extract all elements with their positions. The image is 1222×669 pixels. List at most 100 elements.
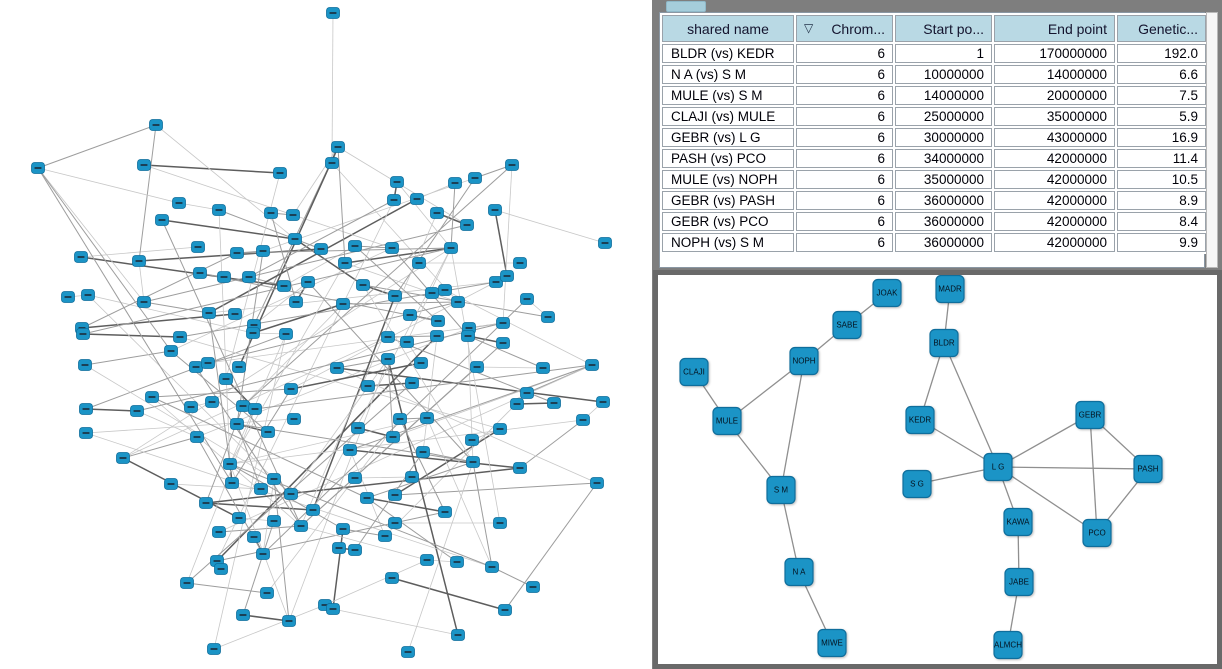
detail-node-shape[interactable] (832, 310, 862, 340)
overview-node[interactable] (416, 446, 430, 458)
detail-node-JABE[interactable]: JABE (1004, 567, 1034, 597)
overview-node[interactable] (173, 331, 187, 343)
overview-node[interactable] (451, 296, 465, 308)
overview-node[interactable] (496, 337, 510, 349)
overview-node[interactable] (289, 296, 303, 308)
overview-node[interactable] (510, 398, 524, 410)
detail-node-shape[interactable] (872, 278, 902, 308)
overview-node[interactable] (223, 458, 237, 470)
overview-node[interactable] (405, 471, 419, 483)
detail-edge-L G-GEBR[interactable] (997, 414, 1091, 468)
overview-node[interactable] (414, 357, 428, 369)
overview-node[interactable] (288, 233, 302, 245)
overview-node[interactable] (172, 197, 186, 209)
overview-node[interactable] (386, 431, 400, 443)
overview-node[interactable] (500, 270, 514, 282)
overview-node[interactable] (470, 361, 484, 373)
overview-node[interactable] (451, 629, 465, 641)
overview-node[interactable] (190, 431, 204, 443)
overview-node[interactable] (286, 209, 300, 221)
overview-node[interactable] (444, 242, 458, 254)
table-row[interactable]: GEBR (vs) PCO 6 36000000 42000000 8.4 (662, 212, 1206, 231)
overview-node[interactable] (387, 194, 401, 206)
overview-node[interactable] (488, 204, 502, 216)
detail-node-shape[interactable] (983, 452, 1013, 482)
overview-node[interactable] (164, 478, 178, 490)
overview-node[interactable] (287, 413, 301, 425)
detail-edge-BLDR-L G[interactable] (943, 342, 999, 468)
overview-network-panel[interactable] (0, 0, 652, 669)
overview-node[interactable] (361, 380, 375, 392)
overview-node[interactable] (232, 361, 246, 373)
overview-node[interactable] (78, 359, 92, 371)
overview-node[interactable] (332, 542, 346, 554)
overview-node[interactable] (348, 544, 362, 556)
overview-node[interactable] (256, 548, 270, 560)
overview-node[interactable] (576, 414, 590, 426)
overview-node[interactable] (405, 377, 419, 389)
overview-node[interactable] (331, 141, 345, 153)
overview-node[interactable] (219, 373, 233, 385)
detail-node-N A[interactable]: N A (784, 557, 814, 587)
overview-node[interactable] (378, 530, 392, 542)
overview-node[interactable] (254, 483, 268, 495)
table-scrollbar[interactable] (1206, 12, 1218, 268)
overview-node[interactable] (513, 462, 527, 474)
overview-node[interactable] (590, 477, 604, 489)
overview-node[interactable] (388, 290, 402, 302)
overview-node[interactable] (225, 477, 239, 489)
column-header-4[interactable]: Genetic... (1117, 15, 1206, 42)
column-header-1[interactable]: ▽ Chrom... (796, 15, 893, 42)
table-row[interactable]: BLDR (vs) KEDR 6 1 170000000 192.0 (662, 44, 1206, 63)
detail-node-SABE[interactable]: SABE (832, 310, 862, 340)
overview-node[interactable] (336, 298, 350, 310)
table-row[interactable]: NOPH (vs) S M 6 36000000 42000000 9.9 (662, 233, 1206, 252)
detail-edge-GEBR-PCO[interactable] (1089, 414, 1098, 534)
detail-node-shape[interactable] (935, 275, 965, 304)
detail-node-shape[interactable] (1133, 454, 1163, 484)
overview-node[interactable] (351, 422, 365, 434)
overview-node[interactable] (212, 526, 226, 538)
overview-node[interactable] (279, 328, 293, 340)
overview-node[interactable] (541, 311, 555, 323)
table-row[interactable]: CLAJI (vs) MULE 6 25000000 35000000 5.9 (662, 107, 1206, 126)
table-row[interactable]: PASH (vs) PCO 6 34000000 42000000 11.4 (662, 149, 1206, 168)
overview-node[interactable] (273, 167, 287, 179)
overview-node[interactable] (493, 517, 507, 529)
overview-node[interactable] (336, 523, 350, 535)
overview-node[interactable] (325, 157, 339, 169)
overview-node[interactable] (267, 515, 281, 527)
overview-node[interactable] (184, 401, 198, 413)
overview-node[interactable] (385, 572, 399, 584)
overview-node[interactable] (199, 497, 213, 509)
overview-node[interactable] (61, 291, 75, 303)
overview-node[interactable] (330, 362, 344, 374)
overview-node[interactable] (193, 267, 207, 279)
detail-node-shape[interactable] (905, 405, 935, 435)
detail-node-shape[interactable] (817, 628, 847, 658)
overview-node[interactable] (236, 400, 250, 412)
overview-node[interactable] (425, 287, 439, 299)
overview-node[interactable] (284, 383, 298, 395)
detail-node-S G[interactable]: S G (902, 469, 932, 499)
column-header-3[interactable]: End point (994, 15, 1115, 42)
overview-node[interactable] (246, 327, 260, 339)
overview-node[interactable] (202, 307, 216, 319)
overview-node[interactable] (360, 492, 374, 504)
overview-node[interactable] (412, 257, 426, 269)
detail-network-canvas[interactable]: JOAK SABE NOPH CLAJI MULE S M N A MIWE MADR BLDR K… (658, 275, 1217, 664)
detail-node-shape[interactable] (789, 346, 819, 376)
overview-node[interactable] (301, 276, 315, 288)
detail-node-MULE[interactable]: MULE (712, 406, 742, 436)
overview-node[interactable] (256, 245, 270, 257)
detail-node-CLAJI[interactable]: CLAJI (679, 357, 709, 387)
overview-node[interactable] (388, 517, 402, 529)
detail-node-shape[interactable] (1082, 518, 1112, 548)
detail-node-shape[interactable] (712, 406, 742, 436)
overview-node[interactable] (267, 473, 281, 485)
overview-node[interactable] (201, 357, 215, 369)
detail-node-shape[interactable] (1003, 507, 1033, 537)
overview-node[interactable] (448, 177, 462, 189)
overview-node[interactable] (145, 391, 159, 403)
overview-node[interactable] (294, 520, 308, 532)
